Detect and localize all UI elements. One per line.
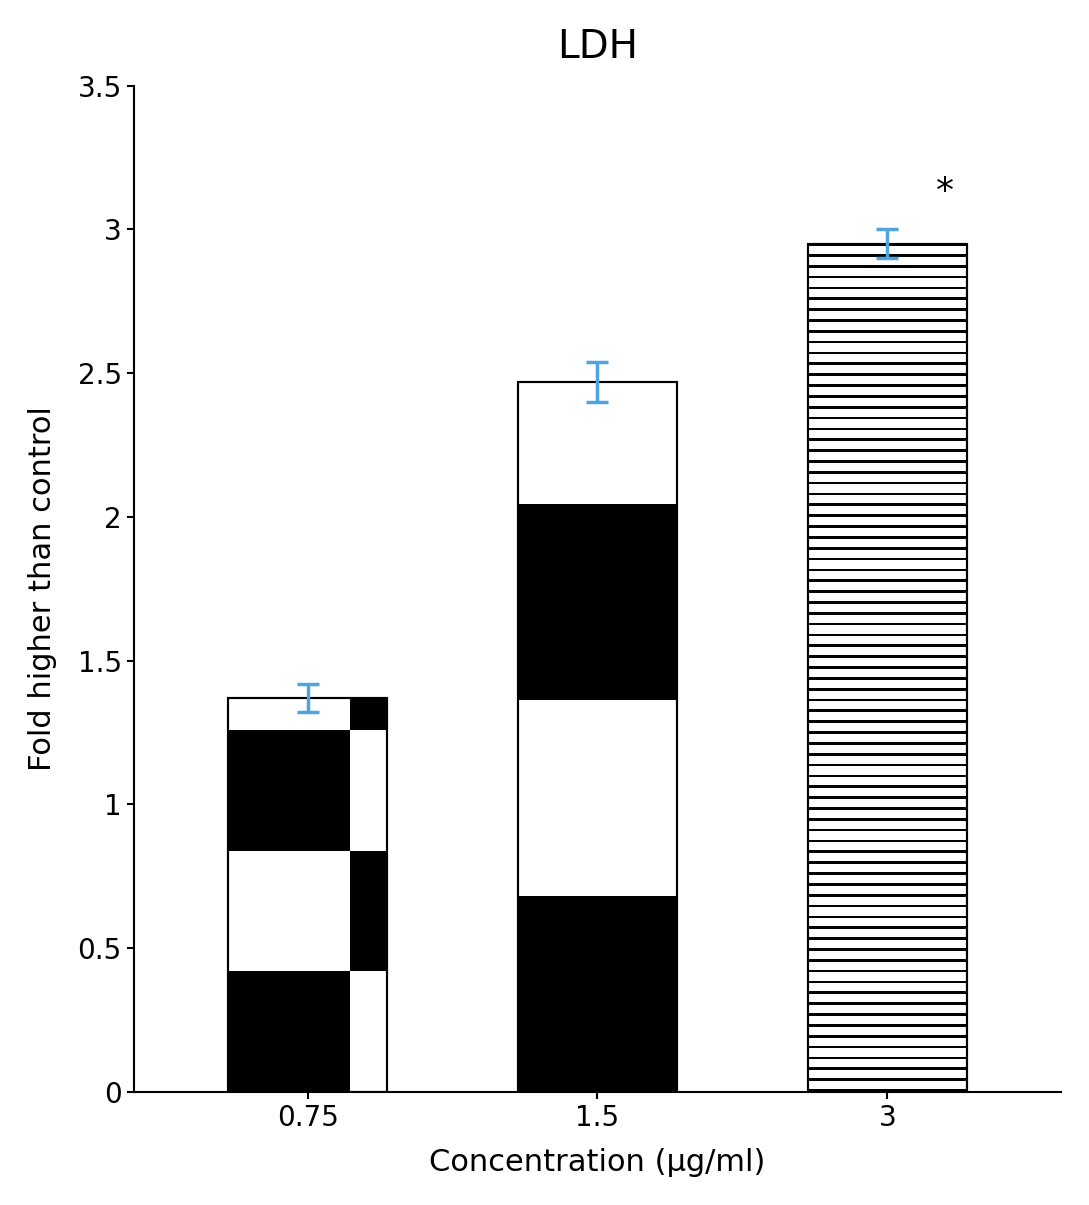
Bar <box>517 505 677 700</box>
Bar <box>808 1057 967 1059</box>
Bar <box>808 688 967 690</box>
Bar <box>808 319 967 322</box>
Bar <box>228 698 388 1092</box>
Bar <box>808 916 967 918</box>
Bar <box>808 243 967 1092</box>
Bar <box>808 493 967 495</box>
Bar <box>808 797 967 799</box>
Bar <box>808 417 967 419</box>
Title: LDH: LDH <box>556 28 638 66</box>
Bar <box>808 829 967 831</box>
Text: *: * <box>937 175 954 210</box>
Bar <box>808 449 967 452</box>
Bar <box>808 308 967 311</box>
Bar <box>808 992 967 994</box>
Bar <box>517 382 677 1092</box>
Bar <box>350 698 388 730</box>
Bar <box>808 569 967 571</box>
Bar <box>808 807 967 810</box>
Bar <box>808 406 967 408</box>
Bar <box>808 1046 967 1048</box>
Bar <box>808 959 967 962</box>
Bar <box>808 872 967 875</box>
Bar <box>808 699 967 701</box>
Bar <box>808 1068 967 1070</box>
Bar <box>228 971 350 1092</box>
Bar <box>808 525 967 528</box>
Bar <box>808 428 967 430</box>
Bar <box>350 851 388 971</box>
Bar <box>808 243 967 246</box>
Bar <box>228 730 350 851</box>
Bar <box>808 276 967 278</box>
Bar <box>808 1024 967 1027</box>
Bar <box>808 634 967 636</box>
Bar <box>808 612 967 615</box>
Bar <box>808 731 967 734</box>
Bar <box>808 254 967 257</box>
Bar <box>808 905 967 907</box>
Bar <box>808 851 967 853</box>
Bar <box>808 482 967 484</box>
Bar <box>228 698 388 1092</box>
Bar <box>808 742 967 745</box>
Bar <box>808 590 967 593</box>
Bar <box>808 840 967 842</box>
Bar <box>808 243 967 1092</box>
Bar <box>808 580 967 582</box>
Bar <box>808 764 967 766</box>
Bar <box>808 330 967 333</box>
Bar <box>808 1003 967 1005</box>
Bar <box>808 515 967 517</box>
Bar <box>517 897 677 1092</box>
Bar <box>808 536 967 539</box>
Bar <box>808 818 967 821</box>
Bar <box>808 265 967 268</box>
Bar <box>808 460 967 463</box>
Bar <box>808 547 967 549</box>
Bar <box>808 1035 967 1038</box>
Bar <box>808 753 967 756</box>
Bar <box>808 883 967 886</box>
Y-axis label: Fold higher than control: Fold higher than control <box>28 406 57 771</box>
Bar <box>808 970 967 972</box>
Bar <box>808 1078 967 1081</box>
Bar <box>808 363 967 365</box>
Bar <box>808 352 967 354</box>
Bar <box>808 287 967 289</box>
Bar <box>808 1089 967 1092</box>
Bar <box>808 298 967 300</box>
Bar <box>808 341 967 343</box>
Bar <box>808 1013 967 1016</box>
Bar <box>808 981 967 983</box>
Bar <box>517 382 677 1092</box>
Bar <box>808 558 967 560</box>
Bar <box>808 710 967 712</box>
X-axis label: Concentration (μg/ml): Concentration (μg/ml) <box>429 1148 766 1177</box>
Bar <box>808 677 967 680</box>
Bar <box>808 937 967 940</box>
Bar <box>808 623 967 625</box>
Bar <box>808 666 967 669</box>
Bar <box>808 374 967 376</box>
Bar <box>808 721 967 723</box>
Bar <box>808 384 967 387</box>
Bar <box>808 775 967 777</box>
Bar <box>808 645 967 647</box>
Bar <box>808 395 967 398</box>
Bar <box>808 894 967 897</box>
Bar <box>808 656 967 658</box>
Bar <box>808 862 967 864</box>
Bar <box>808 439 967 441</box>
Bar <box>808 471 967 474</box>
Bar <box>808 927 967 929</box>
Bar <box>808 601 967 604</box>
Bar <box>808 504 967 506</box>
Bar <box>808 786 967 788</box>
Bar <box>808 948 967 951</box>
